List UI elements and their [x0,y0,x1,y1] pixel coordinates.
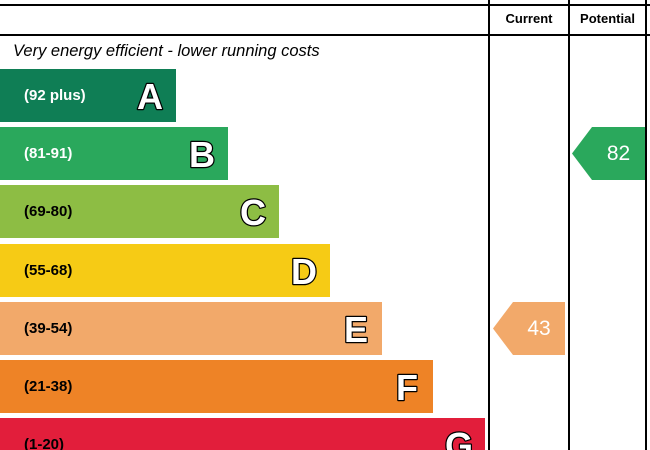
band-f: (21-38) F [0,360,433,413]
band-f-letter-text: F [396,367,418,405]
band-e: (39-54) E [0,301,382,355]
current-column-left-border [488,0,490,450]
header-top-border [0,4,650,6]
current-column-header: Current [505,11,553,26]
band-g: (1-20) G [0,418,485,450]
band-b-letter-text: B [189,134,215,172]
band-f-letter: F [395,366,420,405]
band-e-range: (39-54) [24,319,73,337]
potential-column-left-border [568,0,570,450]
band-e-letter-text: E [344,309,368,347]
current-rating-arrow [493,301,565,355]
band-g-range: (1-20) [24,436,65,450]
band-a-letter-text: A [137,76,163,114]
band-b: (81-91) B [0,127,228,181]
band-f-range: (21-38) [24,378,73,395]
potential-rating-arrow [572,127,645,181]
potential-column-header: Potential [580,11,635,26]
chart-right-border [645,0,647,450]
band-d-letter: D [290,249,319,289]
band-b-range: (81-91) [24,145,73,163]
band-c: (69-80) C [0,185,279,239]
band-a-letter: A [136,75,165,114]
band-d-letter-text: D [291,251,317,289]
potential-rating-value: 82 [606,142,631,166]
band-a-range: (92 plus) [24,87,86,104]
potential-rating-marker: 82 [572,127,645,181]
band-a: (92 plus) A [0,69,176,122]
band-c-letter-text: C [240,192,266,230]
band-e-letter: E [343,308,370,347]
current-rating-marker: 43 [493,301,565,355]
band-b-letter: B [188,133,217,172]
band-d-range: (55-68) [24,261,73,279]
current-rating-value: 43 [527,316,551,340]
band-g-letter: G [444,424,475,450]
header-bottom-border [0,34,650,36]
band-c-letter: C [239,191,268,230]
band-c-range: (69-80) [24,203,73,221]
efficiency-note: Very energy efficient - lower running co… [13,42,320,60]
band-g-letter-text: G [445,425,473,450]
band-d: (55-68) D [0,243,330,297]
